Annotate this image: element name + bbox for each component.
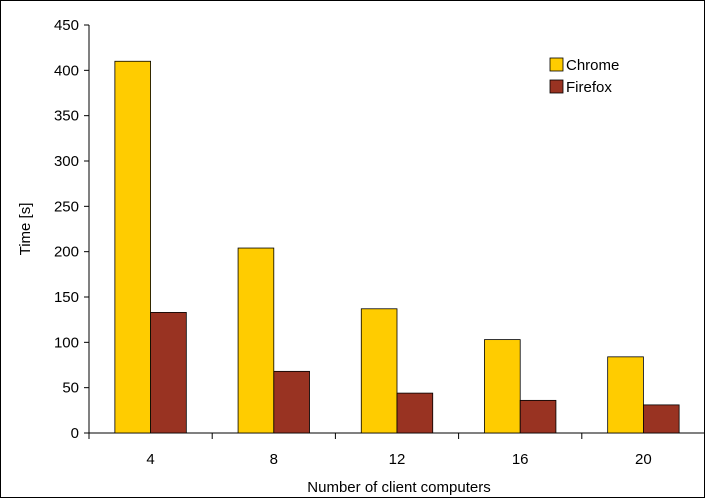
bar-chrome-12 <box>360 308 398 434</box>
y-tick-label: 400 <box>54 62 79 79</box>
y-tick-label: 150 <box>54 289 79 306</box>
bar-firefox-4 <box>150 312 187 434</box>
bar-chrome-20 <box>607 356 644 434</box>
legend-swatch-chrome <box>549 57 564 72</box>
bar-firefox-16 <box>519 399 557 434</box>
y-tick-label: 100 <box>54 334 79 351</box>
legend-label-chrome: Chrome <box>566 57 619 74</box>
bar-firefox-8 <box>273 370 310 434</box>
y-tick-label: 50 <box>62 380 79 397</box>
y-axis: 0 50 100 150 200 250 300 350 400 450 <box>54 17 90 442</box>
y-axis-title: Time [s] <box>17 203 34 256</box>
y-tick-label: 250 <box>54 198 79 215</box>
bar-firefox-20 <box>643 404 680 434</box>
y-tick-label: 0 <box>71 425 79 442</box>
x-tick-label: 12 <box>389 451 406 468</box>
bar-chrome-16 <box>484 339 521 434</box>
x-tick-label: 20 <box>635 451 652 468</box>
bar-firefox-12 <box>396 392 434 434</box>
y-tick-label: 350 <box>54 108 79 125</box>
bars <box>114 60 680 434</box>
x-tick-label: 16 <box>512 451 529 468</box>
legend-label-firefox: Firefox <box>566 79 612 96</box>
legend-swatch-firefox <box>549 79 564 94</box>
bar-chrome-4 <box>114 60 152 434</box>
y-tick-label: 450 <box>54 17 79 34</box>
x-axis-title: Number of client computers <box>307 479 490 496</box>
x-tick-label: 8 <box>270 451 278 468</box>
y-tick-label: 300 <box>54 153 79 170</box>
y-tick-label: 200 <box>54 244 79 261</box>
legend: Chrome Firefox <box>549 57 619 96</box>
bar-chrome-8 <box>237 247 275 434</box>
x-tick-label: 4 <box>146 451 154 468</box>
x-axis: 4 8 12 16 20 <box>88 432 705 468</box>
